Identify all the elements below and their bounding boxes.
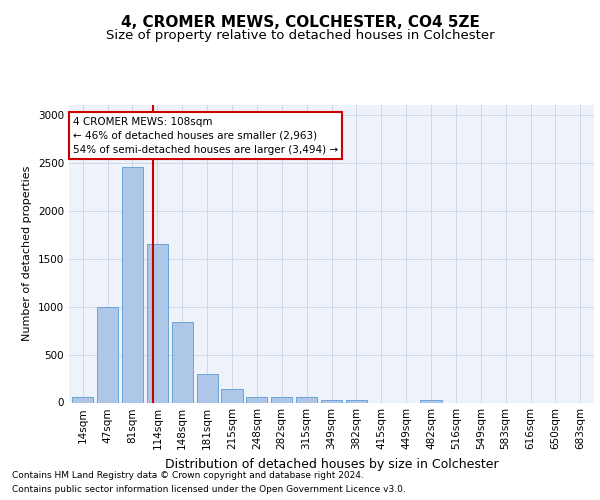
Bar — [172, 322, 193, 402]
Text: Contains HM Land Registry data © Crown copyright and database right 2024.: Contains HM Land Registry data © Crown c… — [12, 472, 364, 480]
Bar — [321, 400, 342, 402]
Bar — [197, 374, 218, 402]
Bar — [271, 396, 292, 402]
Bar — [97, 306, 118, 402]
Bar — [346, 400, 367, 402]
X-axis label: Distribution of detached houses by size in Colchester: Distribution of detached houses by size … — [164, 458, 499, 471]
Bar — [72, 396, 93, 402]
Bar — [296, 397, 317, 402]
Text: Size of property relative to detached houses in Colchester: Size of property relative to detached ho… — [106, 30, 494, 43]
Text: 4 CROMER MEWS: 108sqm
← 46% of detached houses are smaller (2,963)
54% of semi-d: 4 CROMER MEWS: 108sqm ← 46% of detached … — [73, 116, 338, 154]
Bar — [122, 168, 143, 402]
Text: Contains public sector information licensed under the Open Government Licence v3: Contains public sector information licen… — [12, 484, 406, 494]
Bar — [221, 388, 242, 402]
Bar — [421, 400, 442, 402]
Text: 4, CROMER MEWS, COLCHESTER, CO4 5ZE: 4, CROMER MEWS, COLCHESTER, CO4 5ZE — [121, 15, 479, 30]
Bar — [246, 397, 268, 402]
Y-axis label: Number of detached properties: Number of detached properties — [22, 166, 32, 342]
Bar — [147, 244, 168, 402]
